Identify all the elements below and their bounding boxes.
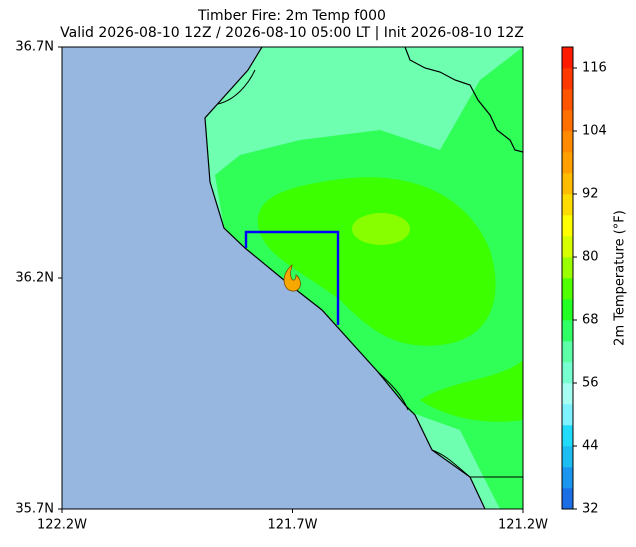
colorbar-tick-label: 80: [582, 250, 599, 265]
colorbar-band: [562, 299, 573, 321]
colorbar-tick-label: 44: [582, 439, 599, 454]
colorbar-band: [562, 47, 573, 69]
fire-perimeter-box: [244, 230, 340, 325]
y-tick-label: 36.7N: [15, 40, 54, 55]
colorbar-tick-label: 56: [582, 376, 599, 391]
colorbar-tick-label: 68: [582, 313, 599, 328]
coast-detail: [377, 371, 523, 478]
x-tick-label: 121.2W: [498, 518, 548, 533]
y-tick-label: 36.2N: [15, 271, 54, 286]
temp-zone-68: [257, 177, 496, 346]
colorbar-band: [562, 89, 573, 111]
colorbar-band: [562, 257, 573, 279]
map-title: Timber Fire: 2m Temp f000: [197, 8, 386, 24]
colorbar-tick-label: 32: [582, 502, 599, 517]
colorbar-tick-label: 116: [582, 61, 607, 76]
coast-inlet: [217, 69, 256, 105]
colorbar-band: [562, 236, 573, 258]
colorbar-band: [562, 446, 573, 468]
y-tick-label: 35.7N: [15, 502, 54, 517]
colorbar-band: [562, 68, 573, 90]
colorbar-label: 2m Temperature (°F): [613, 210, 628, 346]
temp-zone-72: [352, 213, 410, 245]
colorbar-band: [562, 488, 573, 510]
colorbar-band: [562, 362, 573, 384]
x-tick-label: 121.7W: [267, 518, 317, 533]
coastline: [204, 47, 486, 509]
temp-zone-68b: [420, 360, 523, 422]
colorbar-band: [562, 341, 573, 363]
colorbar-band: [562, 110, 573, 132]
colorbar-band: [562, 320, 573, 342]
county-border: [404, 47, 523, 153]
map-area: [62, 47, 523, 509]
colorbar-band: [562, 194, 573, 216]
colorbar-band: [562, 173, 573, 195]
colorbar-band: [562, 278, 573, 300]
colorbar-band: [562, 215, 573, 237]
fire-icon: [283, 264, 301, 292]
colorbar-tick-label: 104: [582, 124, 607, 139]
colorbar-band: [562, 425, 573, 447]
colorbar-band: [562, 131, 573, 153]
map-subtitle: Valid 2026-08-10 12Z / 2026-08-10 05:00 …: [60, 25, 524, 41]
colorbar-tick-label: 92: [582, 187, 599, 202]
x-tick-label: 122.2W: [37, 518, 87, 533]
colorbar-band: [562, 383, 573, 405]
colorbar-band: [562, 404, 573, 426]
colorbar-band: [562, 467, 573, 489]
colorbar-band: [562, 152, 573, 174]
colorbar-frame: [561, 46, 574, 510]
